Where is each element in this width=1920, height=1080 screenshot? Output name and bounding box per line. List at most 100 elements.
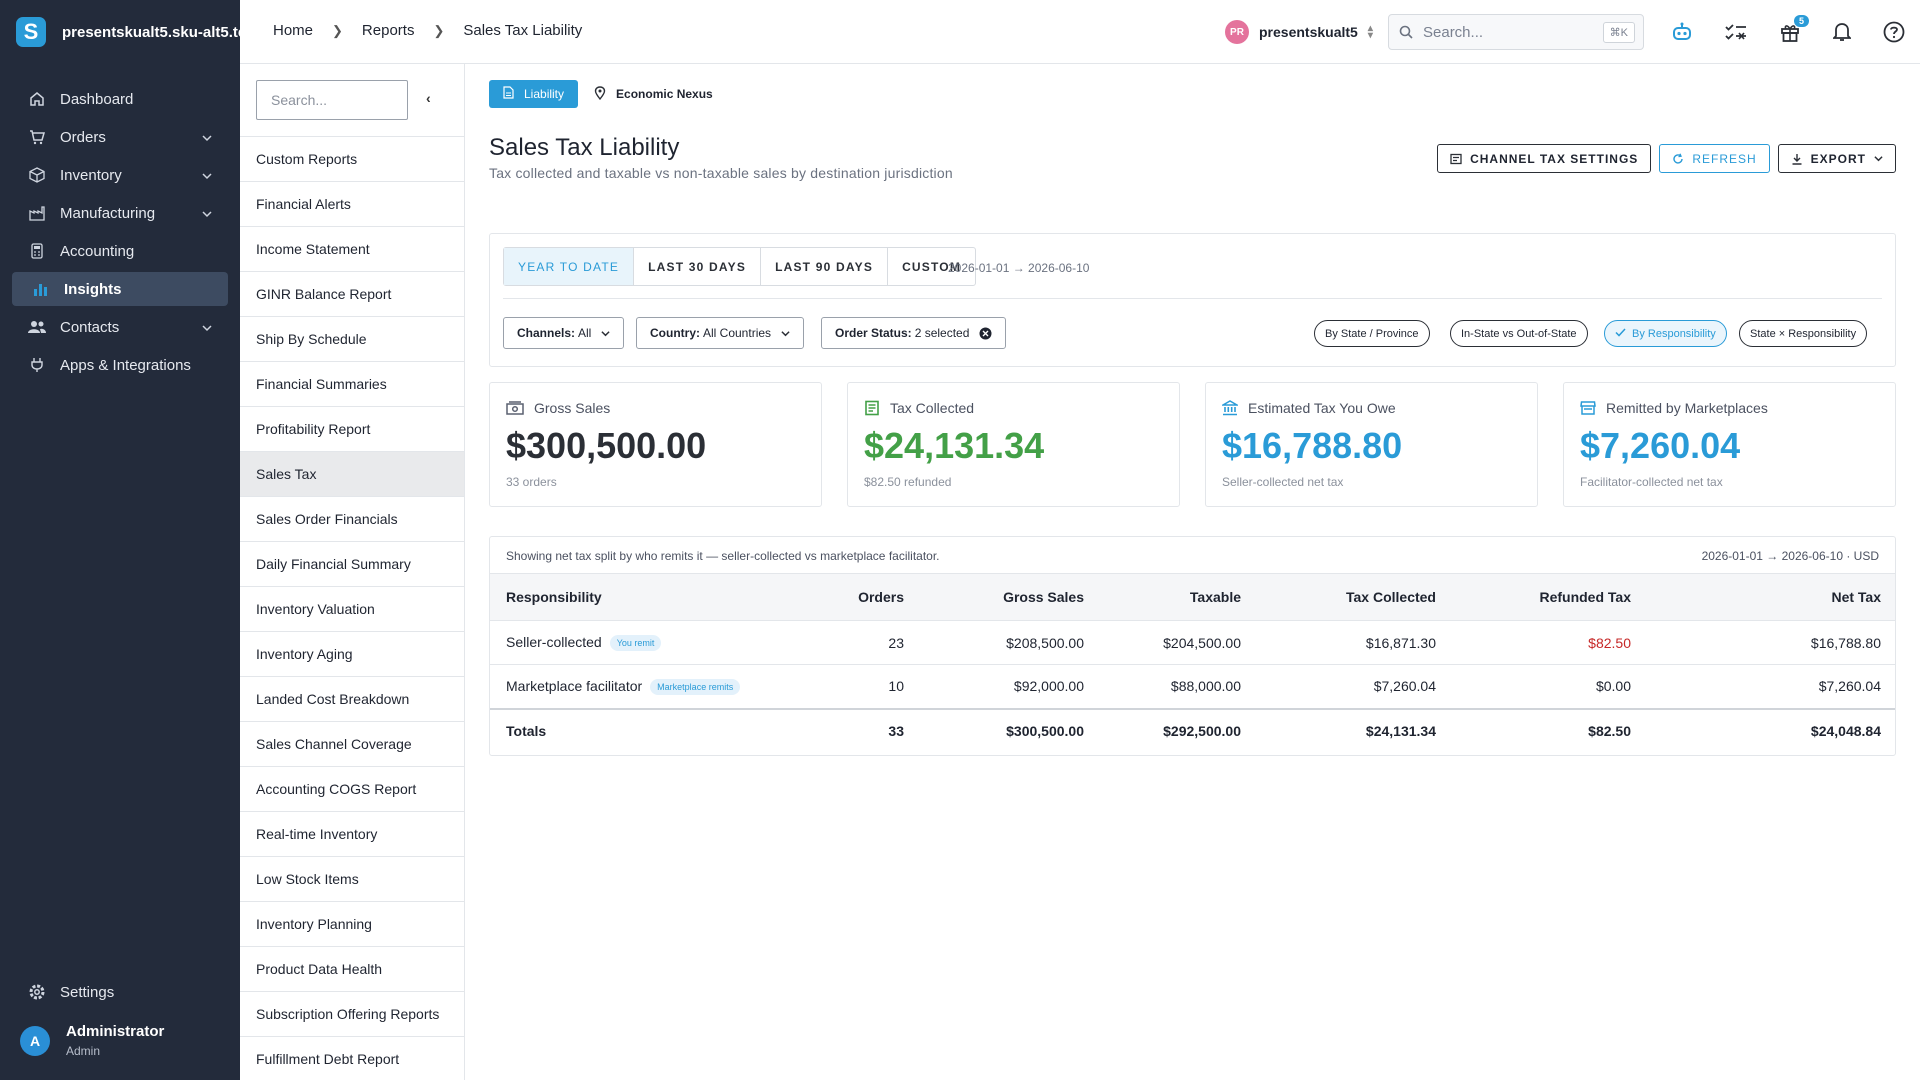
range-last-90-days[interactable]: LAST 90 DAYS: [760, 248, 887, 285]
order-status-filter[interactable]: Order Status: 2 selected: [821, 317, 1007, 349]
channels-filter[interactable]: Channels: All: [503, 317, 625, 349]
report-item[interactable]: Low Stock Items: [240, 857, 464, 902]
kpi-label: Gross Sales: [534, 400, 611, 416]
channel-tax-settings-button[interactable]: CHANNEL TAX SETTINGS: [1437, 144, 1652, 173]
col-gross-sales[interactable]: Gross Sales: [920, 573, 1100, 621]
report-item[interactable]: Profitability Report: [240, 407, 464, 452]
tab-liability[interactable]: Liability: [489, 80, 579, 108]
tab-economic-nexus[interactable]: Economic Nexus: [594, 85, 713, 103]
table-period: 2026-01-01 → 2026-06-10 · USD: [1701, 549, 1879, 563]
report-item[interactable]: Subscription Offering Reports: [240, 992, 464, 1037]
col-taxable[interactable]: Taxable: [1100, 573, 1257, 621]
report-item-active[interactable]: Sales Tax: [240, 452, 464, 497]
report-item[interactable]: Financial Alerts: [240, 182, 464, 227]
collapse-panel-icon[interactable]: ‹: [426, 90, 431, 106]
nav-label: Accounting: [60, 242, 135, 260]
report-item[interactable]: Ship By Schedule: [240, 317, 464, 362]
col-orders[interactable]: Orders: [780, 573, 920, 621]
report-item[interactable]: Inventory Aging: [240, 632, 464, 677]
report-item[interactable]: Sales Channel Coverage: [240, 722, 464, 767]
table-row: Seller-collected You remit 23 $208,500.00…: [490, 620, 1895, 665]
gift-icon[interactable]: 5: [1778, 15, 1809, 44]
report-item[interactable]: Income Statement: [240, 227, 464, 272]
search-icon: [1399, 25, 1413, 39]
chevron-down-icon: [202, 320, 212, 337]
bell-icon[interactable]: [1830, 20, 1854, 44]
report-item[interactable]: Daily Financial Summary: [240, 542, 464, 587]
report-item[interactable]: GINR Balance Report: [240, 272, 464, 317]
range-year-to-date[interactable]: YEAR TO DATE: [504, 248, 634, 285]
report-item[interactable]: Real-time Inventory: [240, 812, 464, 857]
report-item[interactable]: Inventory Planning: [240, 902, 464, 947]
help-icon[interactable]: [1882, 20, 1906, 44]
range-custom[interactable]: CUSTOM: [887, 248, 975, 285]
nav-settings[interactable]: Settings: [12, 975, 228, 1009]
range-last-30-days[interactable]: LAST 30 DAYS: [633, 248, 760, 285]
report-item[interactable]: Inventory Valuation: [240, 587, 464, 632]
report-item[interactable]: Sales Order Financials: [240, 497, 464, 542]
nav-inventory[interactable]: Inventory: [12, 158, 228, 192]
report-item[interactable]: Accounting COGS Report: [240, 767, 464, 812]
nav-label: Settings: [60, 983, 115, 1001]
reports-search-input[interactable]: Search...: [256, 80, 408, 120]
cell-net: $16,788.80: [1647, 620, 1895, 665]
refresh-button[interactable]: REFRESH: [1659, 144, 1770, 173]
report-item[interactable]: Fulfillment Debt Report: [240, 1037, 464, 1080]
report-item[interactable]: Financial Summaries: [240, 362, 464, 407]
top-bar: Home ❯ Reports ❯ Sales Tax Liability PR …: [240, 0, 1920, 64]
cell-refunded: $82.50: [1452, 620, 1647, 665]
breadcrumb-current: Sales Tax Liability: [463, 22, 583, 39]
tab-label: Liability: [524, 87, 565, 101]
report-item[interactable]: Landed Cost Breakdown: [240, 677, 464, 722]
account-switcher[interactable]: PR presentskualt5 ▴ ▾: [1225, 20, 1373, 44]
table-note: Showing net tax split by who remits it —…: [506, 549, 940, 563]
kpi-sub: $82.50 refunded: [864, 475, 952, 489]
user-menu[interactable]: A Administrator Admin: [20, 1023, 164, 1058]
org-header[interactable]: S presentskualt5.sku-alt5.test: [0, 0, 240, 64]
check-icon: [1615, 327, 1626, 340]
view-by-responsibility[interactable]: By Responsibility: [1604, 320, 1727, 347]
report-item[interactable]: Custom Reports: [240, 137, 464, 182]
nav-orders[interactable]: Orders: [12, 120, 228, 154]
kpi-value: $24,131.34: [864, 425, 1045, 466]
breadcrumb-home[interactable]: Home: [273, 22, 314, 39]
search-placeholder: Search...: [1423, 23, 1484, 41]
totals-row: Totals 33 $300,500.00 $292,500.00 $24,13…: [490, 707, 1895, 753]
page-title: Sales Tax Liability: [489, 134, 680, 161]
filter-key: Country:: [650, 326, 700, 340]
row-tag: Marketplace remits: [650, 678, 741, 695]
breadcrumb-reports[interactable]: Reports: [361, 22, 415, 39]
responsibility-table-card: Showing net tax split by who remits it —…: [489, 536, 1896, 756]
nav-apps-integrations[interactable]: Apps & Integrations: [12, 348, 228, 382]
row-name: Marketplace facilitator: [506, 677, 643, 694]
cart-icon: [28, 128, 46, 146]
kpi-label: Tax Collected: [890, 400, 975, 416]
country-filter[interactable]: Country: All Countries: [636, 317, 805, 349]
clear-filter-icon[interactable]: [979, 327, 992, 340]
col-net-tax[interactable]: Net Tax: [1647, 573, 1895, 621]
filter-card: YEAR TO DATE LAST 30 DAYS LAST 90 DAYS C…: [489, 233, 1896, 367]
kpi-label: Remitted by Marketplaces: [1606, 400, 1768, 416]
view-state-x-responsibility[interactable]: State × Responsibility: [1739, 320, 1868, 347]
assistant-bot-icon[interactable]: [1670, 20, 1694, 44]
cell-responsibility: Seller-collected You remit: [490, 620, 780, 665]
row-name: Seller-collected: [506, 633, 602, 650]
report-item[interactable]: Product Data Health: [240, 947, 464, 992]
col-tax-collected[interactable]: Tax Collected: [1257, 573, 1452, 621]
global-search[interactable]: Search... ⌘K: [1388, 14, 1644, 50]
nav-insights[interactable]: Insights: [12, 272, 228, 306]
task-checklist-icon[interactable]: [1724, 20, 1748, 44]
col-responsibility[interactable]: Responsibility: [490, 573, 780, 621]
cell-taxable: $204,500.00: [1100, 620, 1257, 665]
nav-dashboard[interactable]: Dashboard: [12, 82, 228, 116]
view-in-state-vs-out[interactable]: In-State vs Out-of-State: [1450, 320, 1588, 347]
receipt-icon: [864, 400, 880, 416]
view-by-state[interactable]: By State / Province: [1314, 320, 1430, 347]
chevron-down-icon: [202, 168, 212, 185]
export-button[interactable]: EXPORT: [1777, 144, 1896, 173]
nav-contacts[interactable]: Contacts: [12, 310, 228, 344]
nav-manufacturing[interactable]: Manufacturing: [12, 196, 228, 230]
nav-accounting[interactable]: Accounting: [12, 234, 228, 268]
report-tabs: Liability Economic Nexus: [489, 80, 713, 108]
col-refunded-tax[interactable]: Refunded Tax: [1452, 573, 1647, 621]
